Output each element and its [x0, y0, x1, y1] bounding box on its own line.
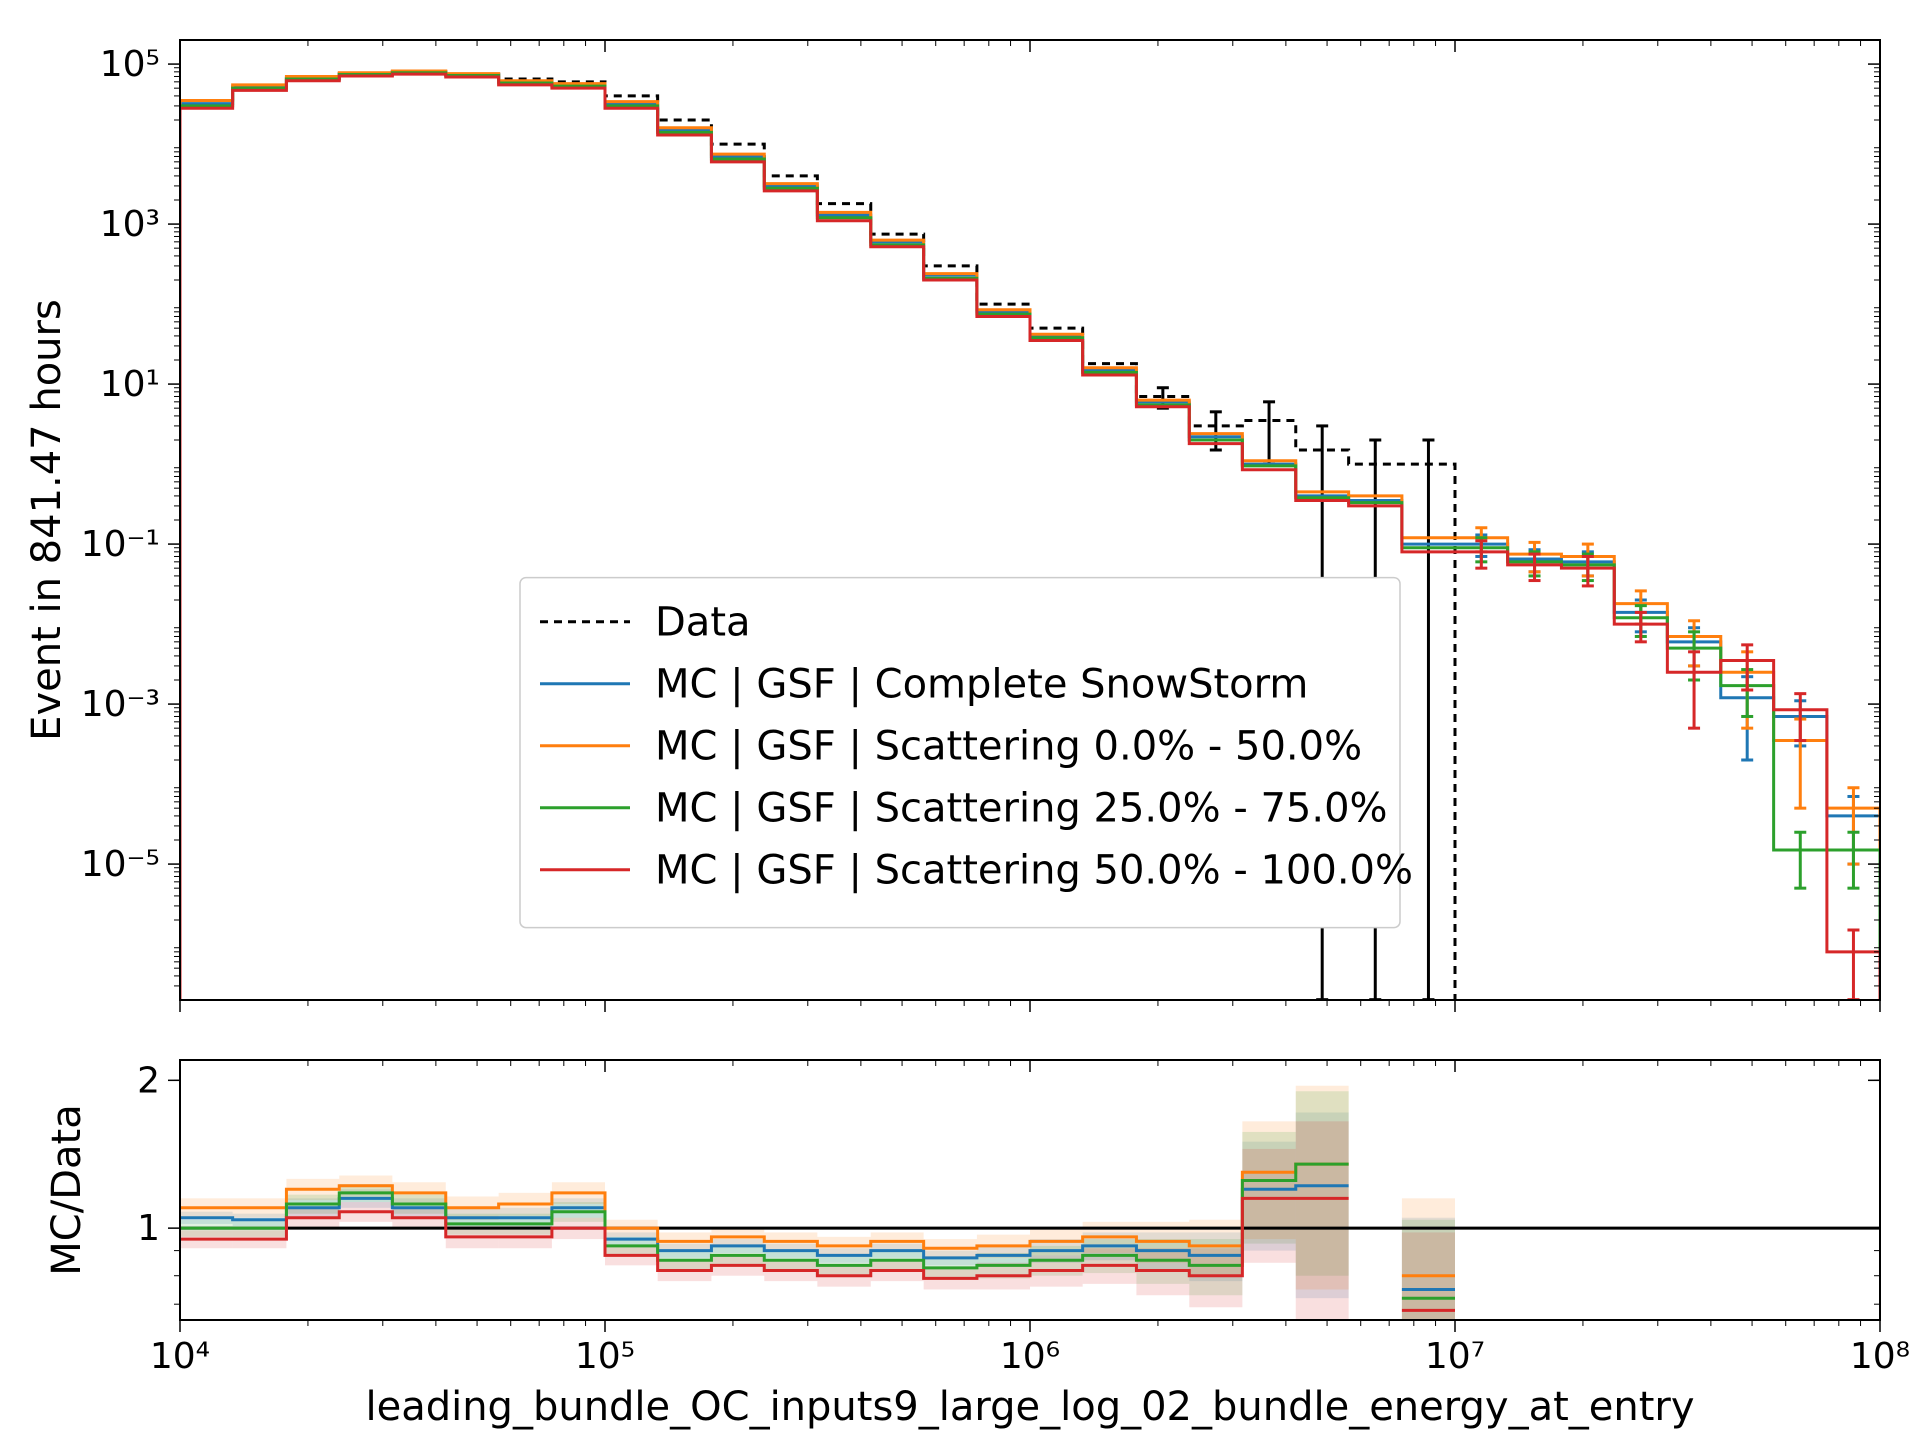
- bottom-ylabel: MC/Data: [44, 1104, 90, 1275]
- figure-container: 10⁻⁵ 10⁻³ 10⁻¹ 10¹ 10³ 10⁵ Event in 841.47 hou…: [0, 0, 1920, 1440]
- ytick-label: 10⁻⁵: [81, 844, 160, 885]
- ytick-label: 10⁻¹: [81, 524, 160, 565]
- xtick-label: 10⁷: [1425, 1336, 1485, 1377]
- ytick-label: 10⁵: [100, 44, 160, 85]
- legend-label: MC | GSF | Scattering 25.0% - 75.0%: [655, 786, 1388, 832]
- xtick-label: 10⁶: [1000, 1336, 1060, 1377]
- top-ylabel: Event in 841.47 hours: [24, 299, 70, 741]
- legend: Data MC | GSF | Complete SnowStorm MC | GS…: [520, 578, 1413, 928]
- xtick-label: 10⁴: [150, 1336, 210, 1377]
- legend-label: MC | GSF | Scattering 0.0% - 50.0%: [655, 724, 1362, 770]
- ytick-label: 10⁻³: [81, 684, 160, 725]
- ytick-label: 10¹: [100, 364, 160, 405]
- ytick-label: 2: [137, 1060, 160, 1101]
- xtick-label: 10⁵: [575, 1336, 635, 1377]
- legend-label: Data: [655, 600, 751, 646]
- legend-label: MC | GSF | Scattering 50.0% - 100.0%: [655, 848, 1413, 894]
- figure-svg: 10⁻⁵ 10⁻³ 10⁻¹ 10¹ 10³ 10⁵ Event in 841.47 hou…: [0, 0, 1920, 1440]
- legend-label: MC | GSF | Complete SnowStorm: [655, 662, 1308, 708]
- bottom-xlabel: leading_bundle_OC_inputs9_large_log_02_b…: [365, 1384, 1694, 1430]
- xtick-label: 10⁸: [1850, 1336, 1910, 1377]
- ytick-label: 10³: [100, 204, 160, 245]
- ytick-label: 1: [137, 1208, 160, 1249]
